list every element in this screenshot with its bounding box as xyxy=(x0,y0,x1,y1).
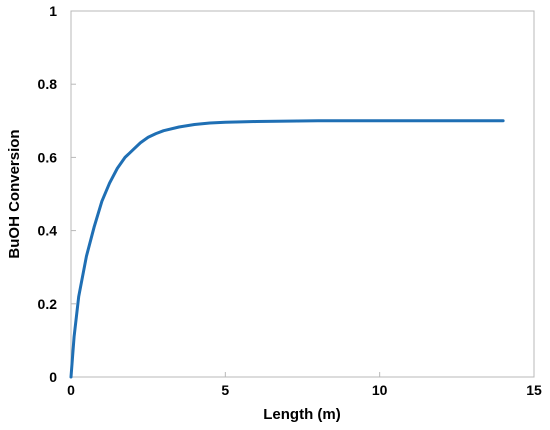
y-tick-label: 0.6 xyxy=(38,149,58,165)
x-tick-label: 0 xyxy=(67,382,75,398)
y-tick-label: 0.4 xyxy=(38,223,58,239)
axis-tick-labels: 0 5 10 15 0 0.2 0.4 0.6 0.8 1 xyxy=(38,3,542,398)
y-tick-label: 1 xyxy=(49,3,57,19)
x-tick-label: 15 xyxy=(526,382,542,398)
y-tick-label: 0.2 xyxy=(38,296,58,312)
series-line-0 xyxy=(69,119,505,379)
axis-ticks xyxy=(70,10,535,378)
plot-frame xyxy=(70,10,535,378)
x-axis-label: Length (m) xyxy=(263,406,340,423)
y-tick-label: 0 xyxy=(49,369,57,385)
y-tick-label: 0.8 xyxy=(38,76,58,92)
x-tick-label: 10 xyxy=(372,382,388,398)
y-axis-label: BuOH Conversion xyxy=(6,129,23,258)
x-tick-label: 5 xyxy=(221,382,229,398)
series-group xyxy=(69,119,505,379)
